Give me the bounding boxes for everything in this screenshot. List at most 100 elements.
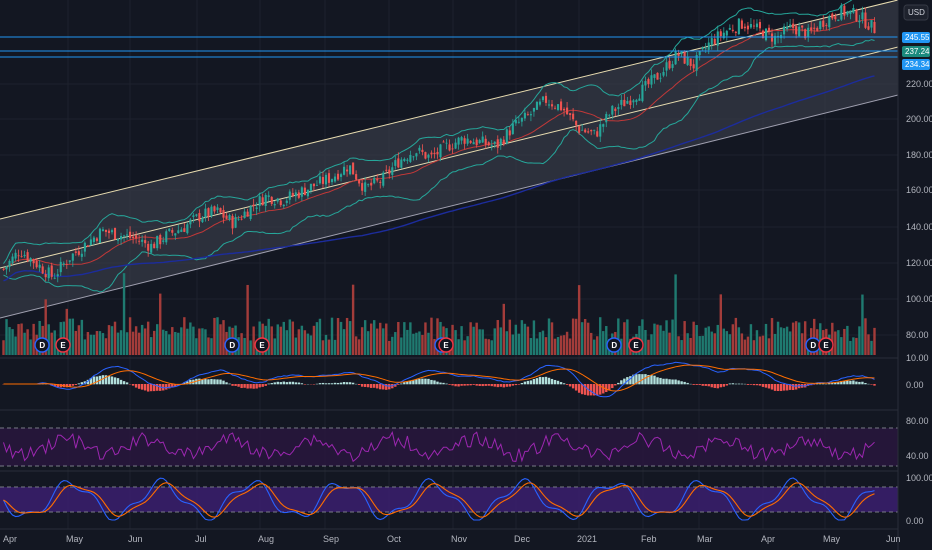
volume-bar xyxy=(131,331,135,355)
volume-bar xyxy=(659,325,662,355)
candle xyxy=(47,264,50,282)
candle xyxy=(737,17,740,36)
volume-bar xyxy=(5,319,8,355)
macd-hist-bar xyxy=(505,384,509,387)
candle xyxy=(237,215,240,221)
candle xyxy=(59,257,62,277)
price-tick: 160.00 xyxy=(906,185,932,195)
volume-bar xyxy=(834,331,837,355)
time-tick: Oct xyxy=(387,534,402,544)
candle xyxy=(5,265,8,275)
volume-bar xyxy=(376,328,379,355)
event-markers[interactable]: DEDEDEDEDE xyxy=(34,337,834,353)
volume-bar xyxy=(53,330,56,355)
candle xyxy=(538,98,542,107)
volume-bar xyxy=(44,299,47,355)
volume-bar xyxy=(354,336,358,355)
volume-bar xyxy=(143,328,147,355)
candle xyxy=(255,202,258,216)
volume-bar xyxy=(770,318,774,355)
volume-bar xyxy=(514,324,518,355)
volume-bar xyxy=(210,338,213,355)
candle xyxy=(439,143,442,162)
candle xyxy=(647,77,650,88)
candle xyxy=(553,105,557,110)
volume-bar xyxy=(451,324,454,355)
candle xyxy=(569,112,572,121)
candle xyxy=(752,19,755,30)
volume-bar xyxy=(650,334,653,355)
time-axis[interactable]: Apr May Jun Jul Aug Sep Oct Nov Dec 2021… xyxy=(3,534,901,544)
volume-bar xyxy=(617,318,620,355)
volume-bar xyxy=(577,285,581,355)
candlesticks xyxy=(2,2,876,283)
volume-bar xyxy=(345,317,349,355)
volume-bar xyxy=(837,330,840,355)
volume-bar xyxy=(656,324,659,355)
candle xyxy=(89,234,92,246)
volume-bar xyxy=(466,336,469,355)
macd-hist-bar xyxy=(671,379,674,385)
candle xyxy=(246,208,249,217)
volume-bar xyxy=(68,318,72,355)
macd-hist-bar xyxy=(758,384,762,386)
macd-hist-bar xyxy=(635,374,638,385)
volume-bar xyxy=(873,327,876,355)
candle xyxy=(725,29,728,41)
volume-bar xyxy=(776,321,780,355)
candle xyxy=(617,103,620,115)
macd-hist-bar xyxy=(611,384,614,389)
volume-bar xyxy=(710,331,713,355)
candle xyxy=(572,108,575,122)
candle xyxy=(98,227,102,243)
candle xyxy=(478,138,481,144)
candle xyxy=(755,19,759,31)
price-badge-3: 234.34 xyxy=(905,60,930,69)
svg-text:E: E xyxy=(633,341,639,350)
macd-pane xyxy=(2,361,876,398)
macd-hist-bar xyxy=(372,384,376,388)
volume-bar xyxy=(785,326,789,355)
candle xyxy=(168,228,171,232)
macd-hist-bar xyxy=(385,384,388,390)
candle xyxy=(861,6,864,24)
macd-hist-bar xyxy=(852,380,855,385)
candle xyxy=(273,201,276,209)
rsi-tick: 80.00 xyxy=(906,416,929,426)
candle xyxy=(695,52,698,77)
candle xyxy=(385,165,388,173)
price-axis[interactable]: 220.00 200.00 180.00 160.00 140.00 120.0… xyxy=(897,0,932,550)
candle xyxy=(92,235,95,246)
macd-hist-bar xyxy=(101,375,105,385)
candle xyxy=(770,28,774,48)
macd-hist-bar xyxy=(433,380,436,385)
macd-hist-bar xyxy=(764,384,768,388)
macd-hist-bar xyxy=(360,384,364,387)
volume-bar xyxy=(156,324,159,355)
macd-hist-bar xyxy=(156,384,159,391)
macd-hist-bar xyxy=(300,383,304,385)
volume-bar xyxy=(574,318,578,355)
volume-bar xyxy=(282,321,285,355)
macd-hist-bar xyxy=(366,384,370,388)
macd-hist-bar xyxy=(276,381,279,385)
macd-hist-bar xyxy=(388,384,391,390)
macd-hist-bar xyxy=(755,384,759,386)
candle xyxy=(463,135,466,150)
currency-button[interactable]: USD xyxy=(903,4,929,21)
candle xyxy=(487,141,490,147)
candle xyxy=(713,33,716,46)
macd-hist-bar xyxy=(520,383,524,385)
candle xyxy=(864,7,867,30)
macd-hist-bar xyxy=(849,380,852,385)
volume-bar xyxy=(457,339,460,355)
volume-bar xyxy=(722,328,726,355)
candle xyxy=(318,170,322,185)
candle xyxy=(228,213,231,222)
candle xyxy=(373,176,376,185)
candle xyxy=(493,141,496,149)
macd-hist-bar xyxy=(541,377,545,385)
volume-bar xyxy=(107,325,111,355)
macd-hist-bar xyxy=(397,384,400,385)
